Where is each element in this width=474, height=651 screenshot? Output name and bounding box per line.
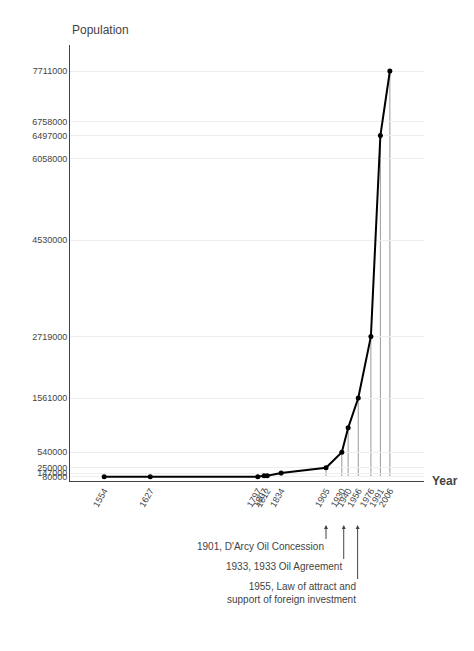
- svg-text:147000: 147000: [37, 468, 67, 478]
- svg-text:1930: 1930: [329, 487, 348, 509]
- svg-text:6497000: 6497000: [32, 131, 67, 141]
- svg-text:1561000: 1561000: [32, 393, 67, 403]
- svg-text:80000: 80000: [42, 472, 67, 482]
- svg-text:1991: 1991: [367, 487, 386, 509]
- svg-text:1807: 1807: [251, 487, 270, 509]
- svg-text:6058000: 6058000: [32, 154, 67, 164]
- svg-text:540000: 540000: [37, 447, 67, 457]
- svg-text:4530000: 4530000: [32, 235, 67, 245]
- svg-text:Year: Year: [432, 474, 458, 488]
- svg-text:6758000: 6758000: [32, 117, 67, 127]
- svg-text:1940: 1940: [335, 487, 354, 509]
- svg-text:1956: 1956: [345, 487, 364, 509]
- svg-text:1554: 1554: [91, 487, 110, 509]
- svg-text:1797: 1797: [245, 487, 264, 509]
- svg-text:2719000: 2719000: [32, 332, 67, 342]
- svg-text:1976: 1976: [358, 487, 377, 509]
- svg-text:1905: 1905: [313, 487, 332, 509]
- svg-text:1933, 1933 Oil Agreement: 1933, 1933 Oil Agreement: [226, 561, 342, 572]
- svg-text:250000: 250000: [37, 463, 67, 473]
- svg-text:1955, Law of attract andsuppor: 1955, Law of attract andsupport of forei…: [227, 581, 356, 605]
- svg-text:Population: Population: [72, 23, 129, 37]
- svg-text:1812: 1812: [254, 487, 273, 509]
- svg-text:1901, D'Arcy Oil Concession: 1901, D'Arcy Oil Concession: [197, 541, 324, 552]
- svg-text:7711000: 7711000: [33, 66, 67, 76]
- svg-text:1834: 1834: [268, 487, 287, 509]
- svg-text:1627: 1627: [137, 487, 156, 509]
- svg-text:2006: 2006: [377, 487, 396, 509]
